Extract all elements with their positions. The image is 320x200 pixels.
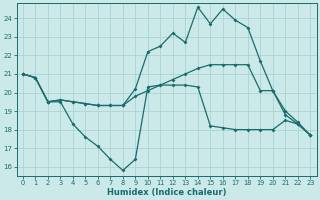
X-axis label: Humidex (Indice chaleur): Humidex (Indice chaleur) xyxy=(107,188,226,197)
